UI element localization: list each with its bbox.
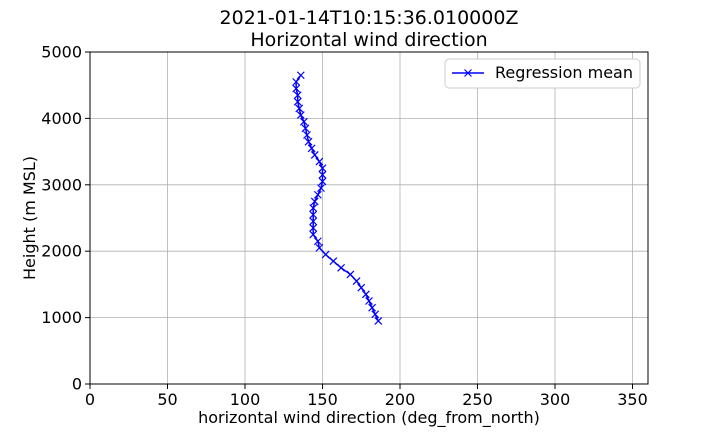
plot-frame bbox=[89, 51, 649, 385]
data-point-marker bbox=[292, 84, 301, 93]
data-point-marker bbox=[313, 237, 322, 246]
axes: 0 50 100 150 200 250 300 350 0 1000 2000 3000 4000 50… bbox=[41, 43, 649, 409]
data-point-marker bbox=[299, 117, 308, 126]
x-tick-label: 150 bbox=[307, 390, 338, 409]
data-point-marker bbox=[292, 77, 301, 86]
x-axis-label: horizontal wind direction (deg_from_nort… bbox=[198, 408, 540, 428]
data-point-marker bbox=[337, 263, 346, 272]
x-tick-label: 250 bbox=[462, 390, 493, 409]
data-point-marker bbox=[315, 243, 324, 252]
y-tick-label: 0 bbox=[72, 375, 82, 394]
chart-title: 2021-01-14T10:15:36.010000Z bbox=[220, 7, 519, 29]
x-tick-label: 100 bbox=[230, 390, 261, 409]
x-tick-label: 50 bbox=[157, 390, 177, 409]
data-point-marker bbox=[315, 157, 324, 166]
x-tick-label: 350 bbox=[617, 390, 648, 409]
data-point-marker bbox=[309, 204, 318, 212]
data-point-marker bbox=[309, 224, 318, 232]
data-point-marker bbox=[361, 290, 370, 299]
data-point-marker bbox=[293, 91, 302, 100]
data-point-marker bbox=[357, 283, 366, 292]
data-point-marker bbox=[301, 124, 310, 133]
data-point-marker bbox=[317, 184, 325, 193]
y-axis-label: Height (m MSL) bbox=[20, 156, 39, 280]
data-point-marker bbox=[310, 197, 319, 206]
plot-area bbox=[292, 71, 383, 325]
data-point-marker bbox=[309, 217, 318, 226]
data-point-marker bbox=[293, 97, 302, 106]
data-point-marker bbox=[371, 310, 380, 319]
data-point-marker bbox=[307, 144, 316, 153]
x-tick-label: 0 bbox=[85, 390, 95, 409]
x-tick-label: 300 bbox=[540, 390, 571, 409]
data-point-marker bbox=[296, 71, 305, 80]
data-point-marker bbox=[309, 210, 318, 219]
data-point-marker bbox=[310, 150, 319, 159]
data-point-marker bbox=[368, 303, 377, 312]
data-point-marker bbox=[374, 316, 383, 325]
legend: Regression mean bbox=[444, 58, 641, 89]
y-tick-label: 1000 bbox=[41, 308, 82, 327]
chart-subtitle: Horizontal wind direction bbox=[250, 29, 487, 51]
data-point-marker bbox=[303, 131, 311, 139]
y-tick-label: 3000 bbox=[41, 175, 82, 194]
data-point-marker bbox=[365, 297, 373, 305]
data-point-marker bbox=[321, 250, 330, 259]
data-point-marker bbox=[318, 177, 327, 186]
data-point-marker bbox=[295, 104, 304, 113]
data-point-marker bbox=[346, 270, 355, 279]
y-tick-label: 4000 bbox=[41, 109, 82, 128]
x-tick-label: 200 bbox=[385, 390, 416, 409]
data-point-marker bbox=[296, 111, 305, 120]
data-point-marker bbox=[304, 137, 313, 146]
legend-box bbox=[444, 58, 641, 89]
data-point-marker bbox=[352, 277, 361, 286]
y-tick-label: 2000 bbox=[41, 242, 82, 261]
legend-marker-swatch bbox=[464, 69, 472, 77]
data-point-marker bbox=[318, 164, 327, 173]
data-point-marker bbox=[309, 230, 318, 239]
legend-label: Regression mean bbox=[495, 63, 633, 82]
data-point-marker bbox=[313, 190, 322, 199]
y-tick-label: 5000 bbox=[41, 43, 82, 62]
data-point-marker bbox=[329, 257, 338, 266]
data-point-marker bbox=[318, 170, 327, 179]
